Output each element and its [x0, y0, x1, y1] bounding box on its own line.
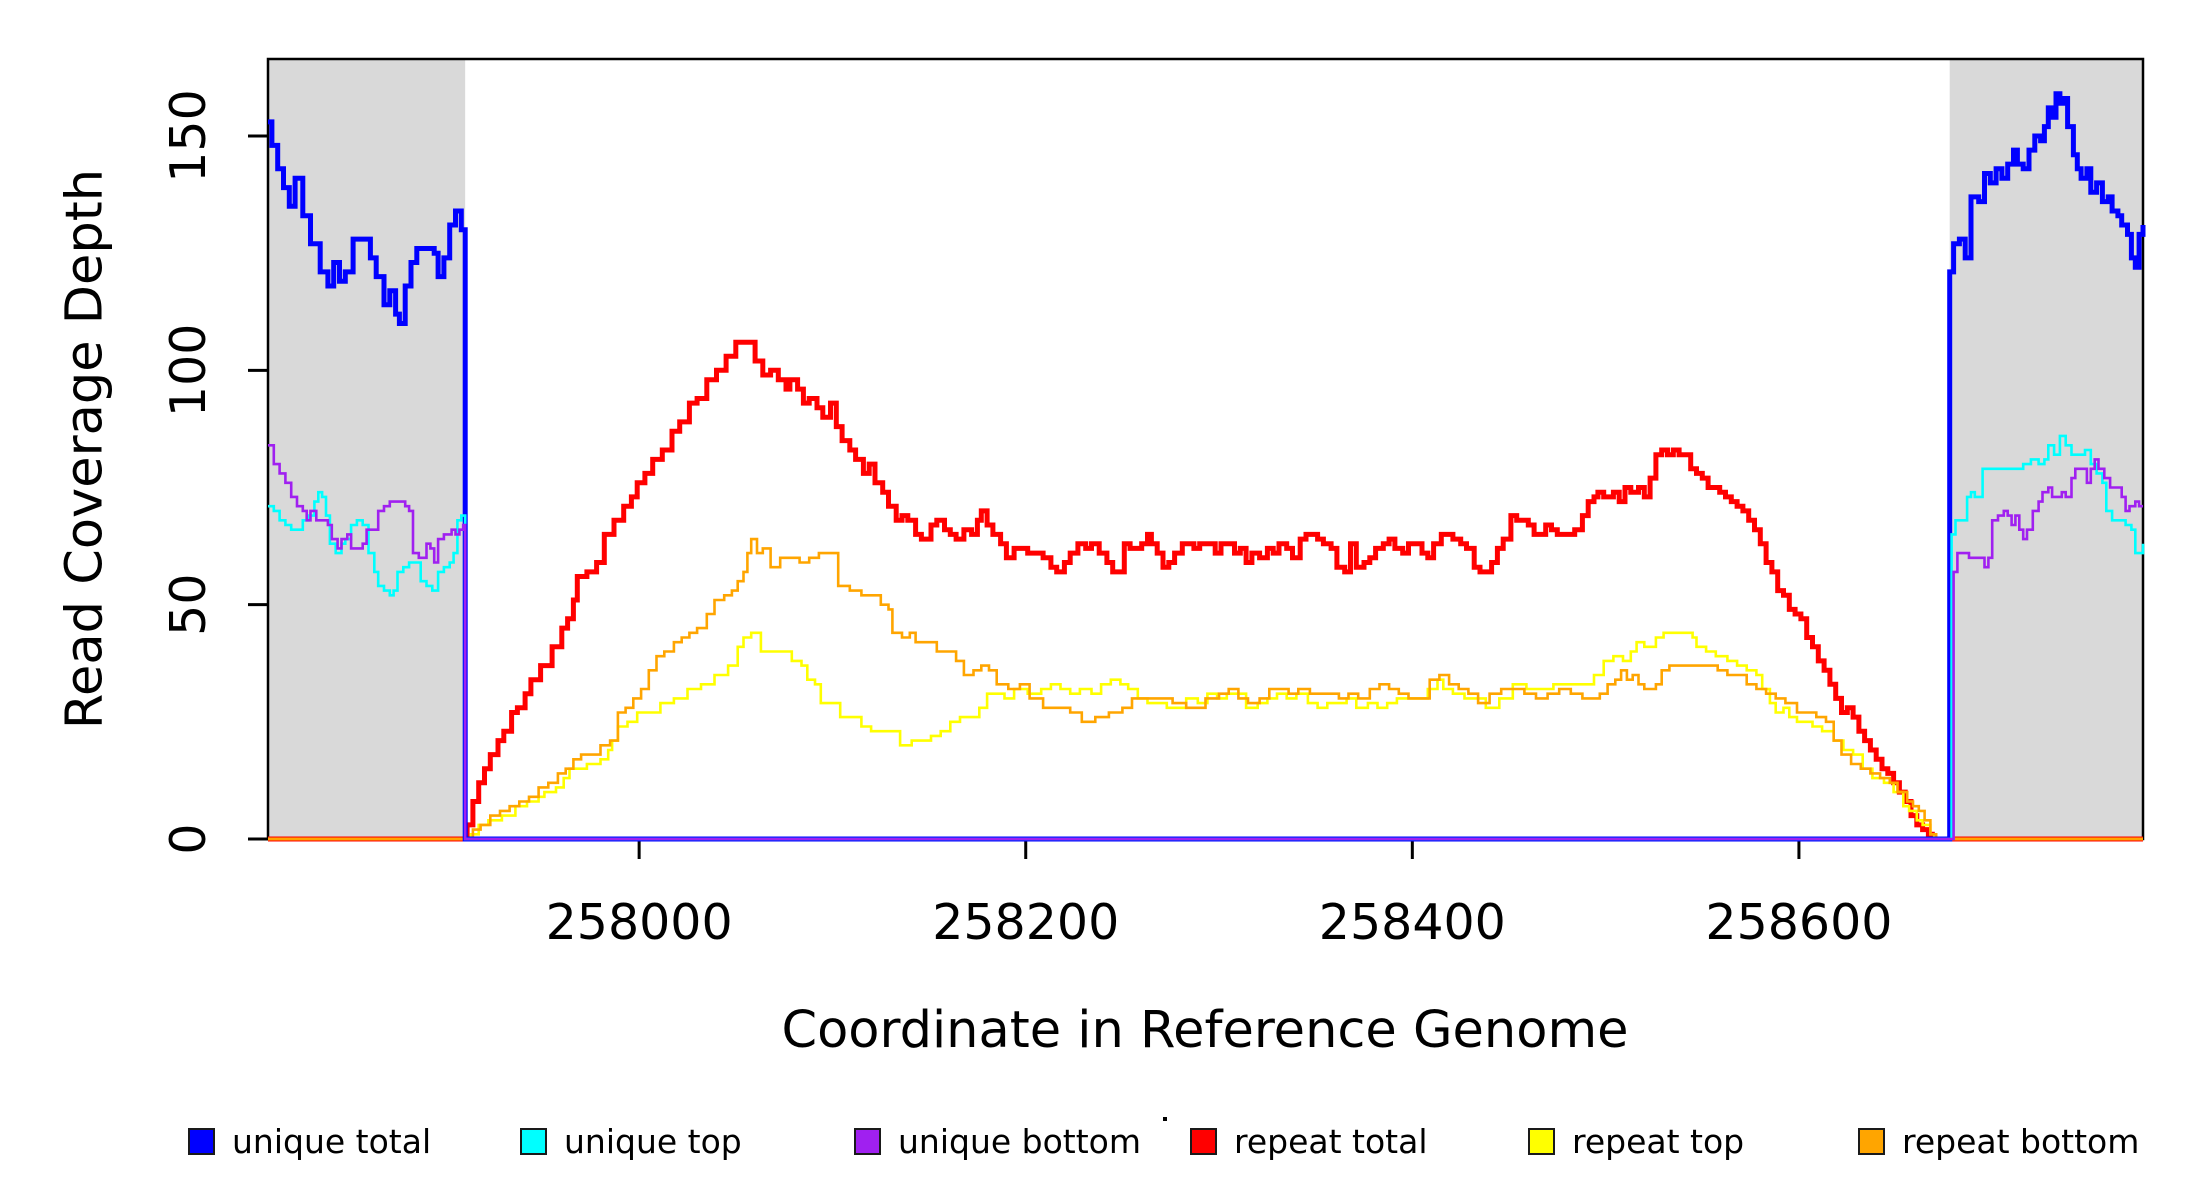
- x-tick-label: 258200: [932, 894, 1119, 951]
- legend-swatch-unique-bottom: [854, 1128, 881, 1155]
- y-axis-title: Read Coverage Depth: [55, 168, 115, 730]
- legend-label-unique-top: unique top: [564, 1122, 742, 1161]
- legend-label-unique-total: unique total: [232, 1122, 432, 1161]
- legend-item-repeat-total: repeat total: [1190, 1122, 1428, 1161]
- legend-item-repeat-top: repeat top: [1528, 1122, 1744, 1161]
- legend-swatch-repeat-top: [1528, 1128, 1555, 1155]
- series-repeat-total: [268, 339, 2143, 842]
- legend: unique total unique top unique bottom repea…: [0, 1122, 2200, 1162]
- y-tick-label: 0: [160, 823, 217, 854]
- series-unique-top: [268, 434, 2145, 841]
- series-unique-bottom: [268, 444, 2143, 841]
- legend-label-repeat-top: repeat top: [1572, 1122, 1745, 1161]
- stray-dot: [1163, 1117, 1167, 1121]
- legend-label-repeat-bottom: repeat bottom: [1902, 1122, 2140, 1161]
- x-tick-label: 258600: [1705, 894, 1892, 951]
- legend-label-repeat-total: repeat total: [1234, 1122, 1428, 1161]
- legend-swatch-repeat-total: [1190, 1128, 1217, 1155]
- plot-frame: [266, 57, 2145, 841]
- legend-item-repeat-bottom: repeat bottom: [1858, 1122, 2139, 1161]
- x-axis-title: Coordinate in Reference Genome: [781, 1001, 1629, 1060]
- series-repeat-bottom: [268, 537, 2143, 841]
- legend-item-unique-total: unique total: [188, 1122, 431, 1161]
- series-unique-total: [268, 91, 2146, 842]
- legend-swatch-repeat-bottom: [1858, 1128, 1885, 1155]
- legend-item-unique-top: unique top: [520, 1122, 742, 1161]
- y-tick-label: 100: [160, 324, 217, 418]
- series-repeat-top: [268, 631, 2143, 841]
- y-tick-label: 150: [160, 89, 217, 183]
- x-tick-label: 258000: [546, 894, 733, 951]
- y-tick-label: 50: [160, 573, 217, 635]
- legend-item-unique-bottom: unique bottom: [854, 1122, 1141, 1161]
- legend-label-unique-bottom: unique bottom: [898, 1122, 1142, 1161]
- shaded-region: [1949, 59, 2143, 839]
- legend-swatch-unique-total: [188, 1128, 215, 1155]
- x-tick-label: 258400: [1319, 894, 1506, 951]
- legend-swatch-unique-top: [520, 1128, 547, 1155]
